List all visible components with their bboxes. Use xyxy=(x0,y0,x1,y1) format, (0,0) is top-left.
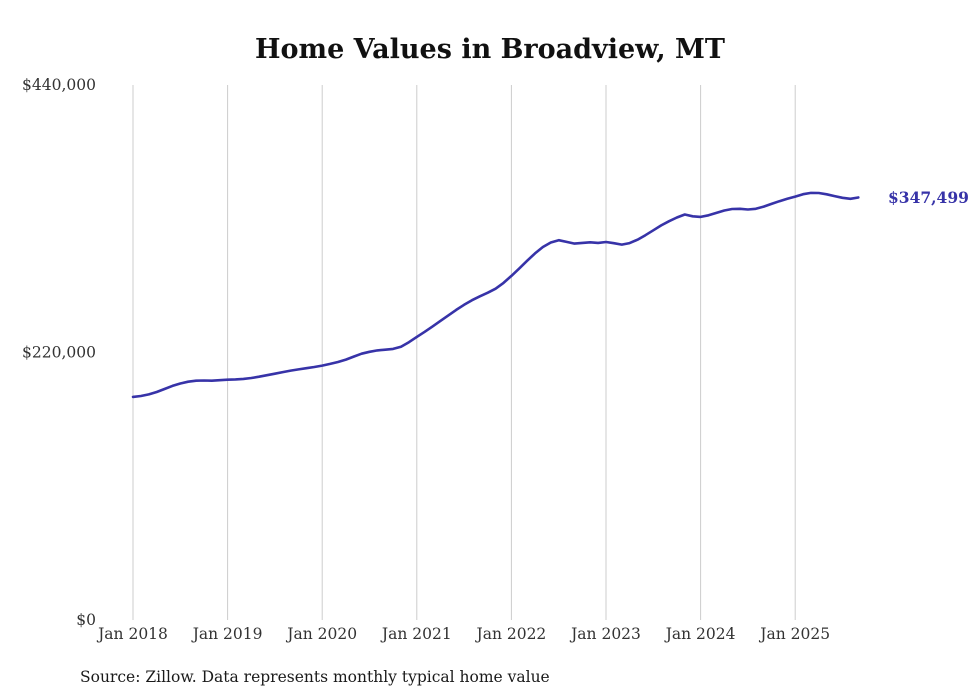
x-tick-label: Jan 2024 xyxy=(664,625,736,643)
x-tick-label: Jan 2020 xyxy=(285,625,357,643)
x-tick-label: Jan 2025 xyxy=(758,625,830,643)
x-tick-label: Jan 2023 xyxy=(569,625,641,643)
home-value-series-line xyxy=(131,191,860,399)
y-tick-label: $0 xyxy=(76,611,96,629)
chart-title: Home Values in Broadview, MT xyxy=(255,34,725,65)
x-tick-label: Jan 2019 xyxy=(191,625,263,643)
source-note: Source: Zillow. Data represents monthly … xyxy=(80,668,550,686)
x-tick-label: Jan 2018 xyxy=(96,625,168,643)
x-tick-label: Jan 2022 xyxy=(474,625,546,643)
x-tick-label: Jan 2021 xyxy=(380,625,452,643)
end-value-label: $347,499 xyxy=(888,188,969,207)
y-tick-label: $440,000 xyxy=(22,76,96,94)
y-tick-label: $220,000 xyxy=(22,344,96,362)
